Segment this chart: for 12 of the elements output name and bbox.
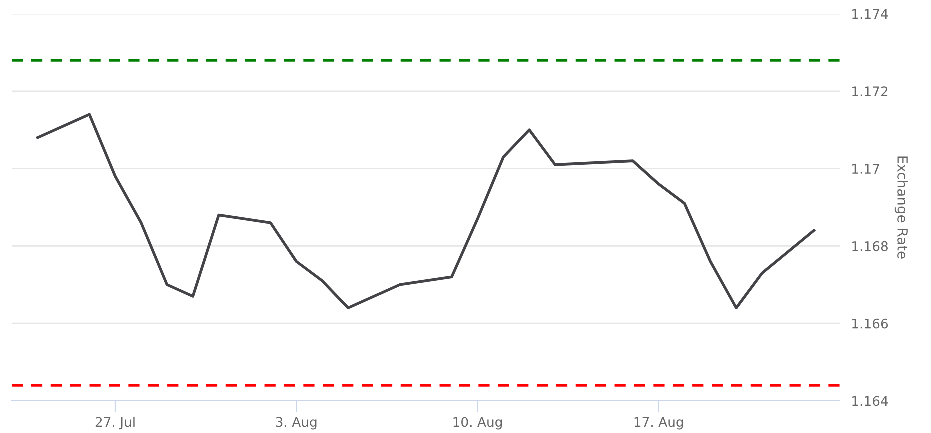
y-tick-label: 1.172 [852,86,888,96]
y-tick-label: 1.164 [852,396,888,406]
y-tick-label: 1.174 [852,9,888,20]
y-tick-label: 1.168 [852,241,888,252]
x-tick-label: 3. Aug [276,417,317,430]
line-series [36,113,816,310]
y-tick-label: 1.17 [852,164,880,174]
x-tick-label: 10. Aug [454,417,502,430]
x-tick-label: 17. Aug [634,417,684,430]
y-tick-label: 1.166 [852,318,888,329]
x-tick-label: 27. Jul [96,416,135,430]
y-axis-title: Exchange Rate [894,156,908,259]
